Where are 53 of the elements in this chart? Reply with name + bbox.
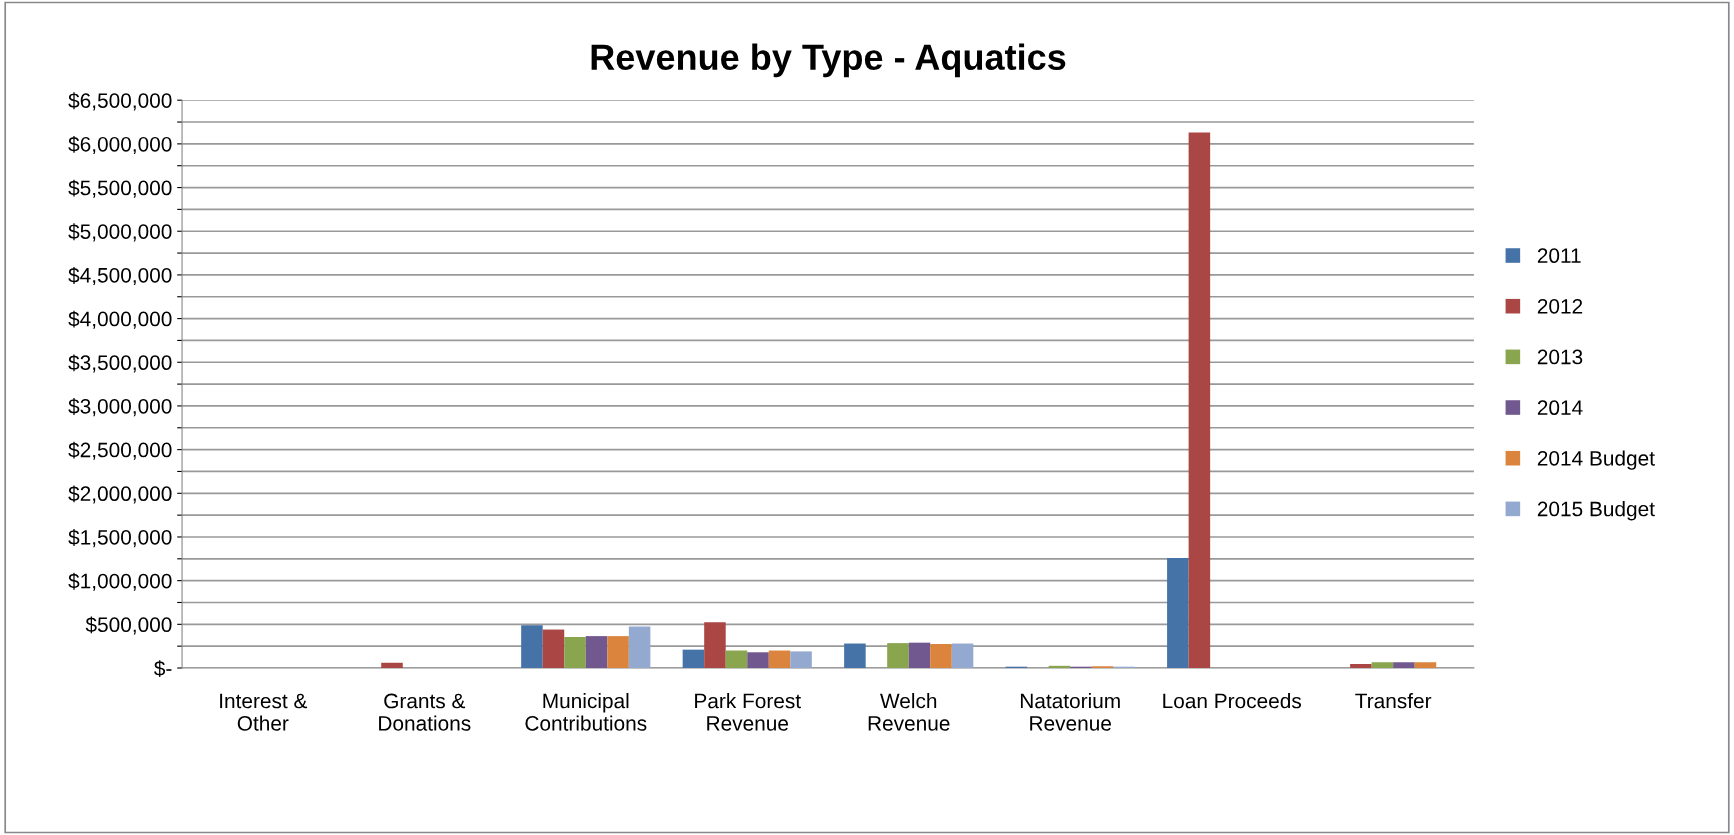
bar — [908, 642, 931, 668]
x-tick-label: Welch Revenue — [868, 693, 950, 731]
y-tick-label: $6,500,000 — [68, 92, 172, 111]
bar — [790, 651, 812, 668]
x-tick-label: Loan Proceeds — [1163, 693, 1302, 709]
bar — [682, 649, 705, 668]
legend-label: 2012 — [1537, 298, 1583, 314]
bar — [381, 662, 403, 668]
y-tick-label: $3,500,000 — [68, 354, 172, 373]
y-tick-label: $2,000,000 — [68, 485, 172, 504]
x-tick-label: Transfer — [1355, 693, 1432, 709]
y-tick-label: $5,500,000 — [68, 179, 172, 198]
y-tick-label: $4,500,000 — [68, 267, 172, 286]
y-tick-label: $6,000,000 — [68, 136, 172, 155]
y-tick-label: $1,000,000 — [68, 572, 172, 591]
legend-label: 2014 Budget — [1537, 450, 1655, 470]
bar — [1371, 662, 1394, 668]
x-tick-label: Interest & Other — [220, 693, 308, 731]
bar — [1167, 557, 1189, 668]
x-tick-label: Natatorium Revenue — [1020, 693, 1120, 731]
y-tick-label: $2,500,000 — [68, 441, 172, 460]
y-tick-label: $1,500,000 — [68, 529, 172, 548]
legend-label: 2011 — [1537, 248, 1581, 264]
bar — [930, 643, 952, 668]
legend-label: 2015 Budget — [1537, 501, 1655, 521]
legend-label: 2013 — [1537, 349, 1583, 365]
bar — [1188, 132, 1211, 668]
y-tick-label: $500,000 — [85, 616, 172, 635]
bar — [607, 636, 629, 668]
bar — [887, 643, 909, 668]
y-tick-label: $3,000,000 — [68, 398, 172, 417]
bar — [747, 652, 769, 668]
bar — [585, 636, 608, 668]
bar — [1414, 662, 1437, 668]
bar — [521, 625, 543, 668]
chart-title: Revenue by Type - Aquatics — [591, 43, 1066, 78]
y-tick-label: $4,000,000 — [68, 310, 172, 329]
bar — [542, 629, 565, 668]
bar — [1393, 662, 1415, 668]
x-tick-label: Grants & Donations — [379, 693, 471, 731]
bar — [1350, 664, 1372, 668]
bar — [844, 643, 866, 668]
bar — [725, 650, 748, 668]
bar — [768, 650, 791, 668]
bar — [628, 626, 651, 668]
bar — [564, 636, 586, 668]
y-tick-label: $- — [154, 660, 172, 677]
x-tick-label: Park Forest Revenue — [695, 693, 801, 731]
bar — [951, 643, 974, 668]
x-tick-label: Municipal Contributions — [525, 693, 647, 731]
y-tick-label: $5,000,000 — [68, 223, 172, 242]
bar — [704, 622, 726, 668]
legend-label: 2014 — [1537, 400, 1583, 416]
